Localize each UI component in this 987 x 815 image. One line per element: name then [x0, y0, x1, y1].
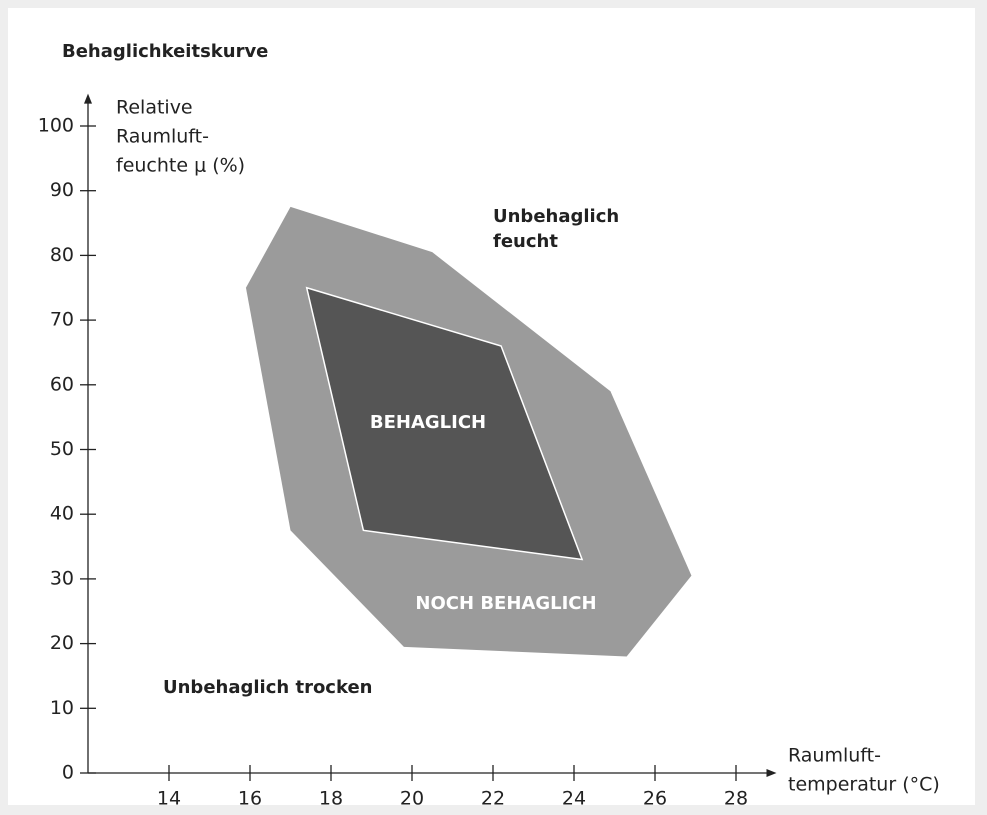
y-tick-label: 90	[50, 179, 74, 201]
y-arrow	[84, 93, 92, 104]
y-axis-label: Relative	[116, 97, 193, 119]
y-tick-label: 60	[50, 373, 74, 395]
y-tick-label: 40	[50, 503, 74, 525]
annotation: Unbehaglich	[493, 206, 619, 227]
region	[305, 286, 584, 561]
x-tick-label: 24	[562, 788, 586, 810]
region-label: NOCH BEHAGLICH	[415, 593, 596, 614]
x-tick-label: 28	[724, 788, 748, 810]
y-tick-label: 50	[50, 438, 74, 460]
y-tick-label: 70	[50, 309, 74, 331]
y-tick-label: 20	[50, 632, 74, 654]
y-tick-label: 10	[50, 697, 74, 719]
y-tick-label: 80	[50, 244, 74, 266]
y-tick-label: 30	[50, 567, 74, 589]
x-axis-label: temperatur (°C)	[788, 774, 940, 796]
region-label: BEHAGLICH	[370, 412, 486, 433]
y-axis-label: Raumluft-	[116, 126, 209, 148]
annotation: feucht	[493, 231, 558, 252]
x-tick-label: 26	[643, 788, 667, 810]
x-arrow	[766, 769, 777, 777]
x-tick-label: 16	[238, 788, 262, 810]
y-tick-label: 0	[62, 762, 74, 784]
annotation: Unbehaglich trocken	[163, 677, 373, 698]
y-axis-label: feuchte μ (%)	[116, 155, 245, 177]
x-tick-label: 20	[400, 788, 424, 810]
chart-title: Behaglichkeitskurve	[62, 41, 268, 62]
x-tick-label: 22	[481, 788, 505, 810]
x-axis-label: Raumluft-	[788, 745, 881, 767]
y-tick-label: 100	[38, 115, 74, 137]
x-tick-label: 14	[157, 788, 181, 810]
x-tick-label: 18	[319, 788, 343, 810]
